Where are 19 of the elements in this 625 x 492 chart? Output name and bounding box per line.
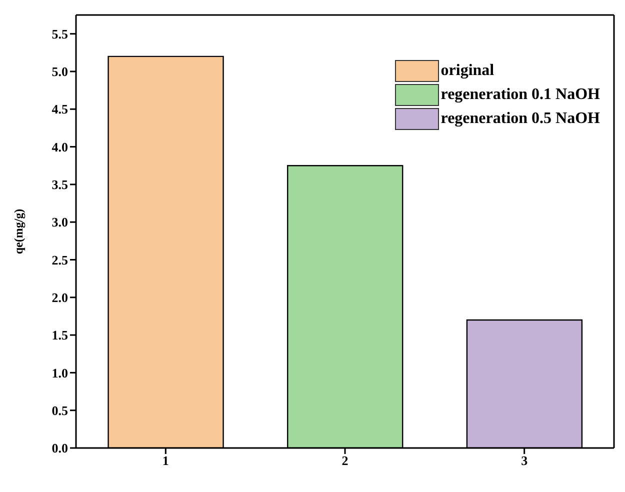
y-tick-label: 3.0 (52, 214, 68, 230)
y-tick-label: 5.0 (52, 64, 68, 80)
x-tick-label: 2 (342, 453, 348, 468)
y-axis-title: qe(mg/g) (11, 208, 26, 254)
y-tick-label: 1.0 (52, 365, 68, 380)
y-tick-label: 5.5 (52, 26, 68, 42)
y-tick-label: 1.5 (52, 328, 68, 343)
legend-label: original (440, 62, 494, 80)
y-tick-label: 3.5 (52, 177, 68, 192)
y-tick-label: 2.0 (52, 290, 68, 306)
y-tick-label: 0.0 (52, 440, 68, 456)
x-tick-label: 3 (521, 453, 528, 468)
legend-label: regeneration 0.5 NaOH (440, 110, 600, 128)
y-tick-label: 0.5 (52, 402, 68, 418)
y-tick-label: 4.5 (52, 102, 68, 117)
y-tick-label: 2.5 (52, 252, 68, 268)
x-tick-label: 1 (162, 453, 169, 468)
legend-label: regeneration 0.1 NaOH (440, 86, 600, 104)
y-tick-label: 4.0 (52, 139, 68, 154)
